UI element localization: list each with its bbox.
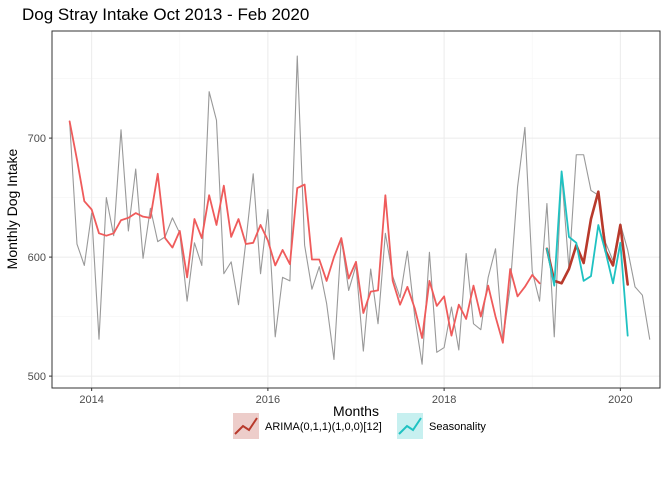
series-line-seasonality <box>546 170 629 337</box>
x-tick-label-1: 2016 <box>256 394 280 406</box>
legend-label-arima: ARIMA(0,1,1)(1,0,0)[12] <box>265 421 382 433</box>
legend-key-seasonality <box>397 413 423 439</box>
series-line-arima <box>545 190 629 286</box>
legend-line-seasonality <box>398 417 422 435</box>
legend-key-arima <box>233 413 259 439</box>
series-line-actual <box>69 55 651 365</box>
legend-label-seasonality: Seasonality <box>429 421 486 433</box>
x-axis-title: Months <box>333 403 379 419</box>
y-axis-title: Monthly Dog Intake <box>4 148 20 269</box>
legend-item-seasonality: Seasonality <box>397 413 486 439</box>
y-tick-label-2: 700 <box>28 133 46 145</box>
plot-area <box>51 30 661 389</box>
x-axis: 2014 2016 2018 2020 <box>79 388 633 406</box>
legend-item-arima: ARIMA(0,1,1)(1,0,0)[12] <box>233 413 382 439</box>
legend-line-arima <box>234 417 258 435</box>
x-tick-label-0: 2014 <box>79 394 103 406</box>
x-tick-label-2: 2018 <box>432 394 456 406</box>
y-axis: 500 600 700 <box>28 133 52 383</box>
x-tick-label-3: 2020 <box>608 394 632 406</box>
series-line-fitted <box>68 120 541 344</box>
y-tick-label-0: 500 <box>28 371 46 383</box>
series-lines <box>68 55 651 365</box>
legend: ARIMA(0,1,1)(1,0,0)[12] Seasonality <box>233 413 486 439</box>
panel-border <box>51 30 661 389</box>
chart-title: Dog Stray Intake Oct 2013 - Feb 2020 <box>22 5 309 24</box>
y-tick-label-1: 600 <box>28 252 46 264</box>
